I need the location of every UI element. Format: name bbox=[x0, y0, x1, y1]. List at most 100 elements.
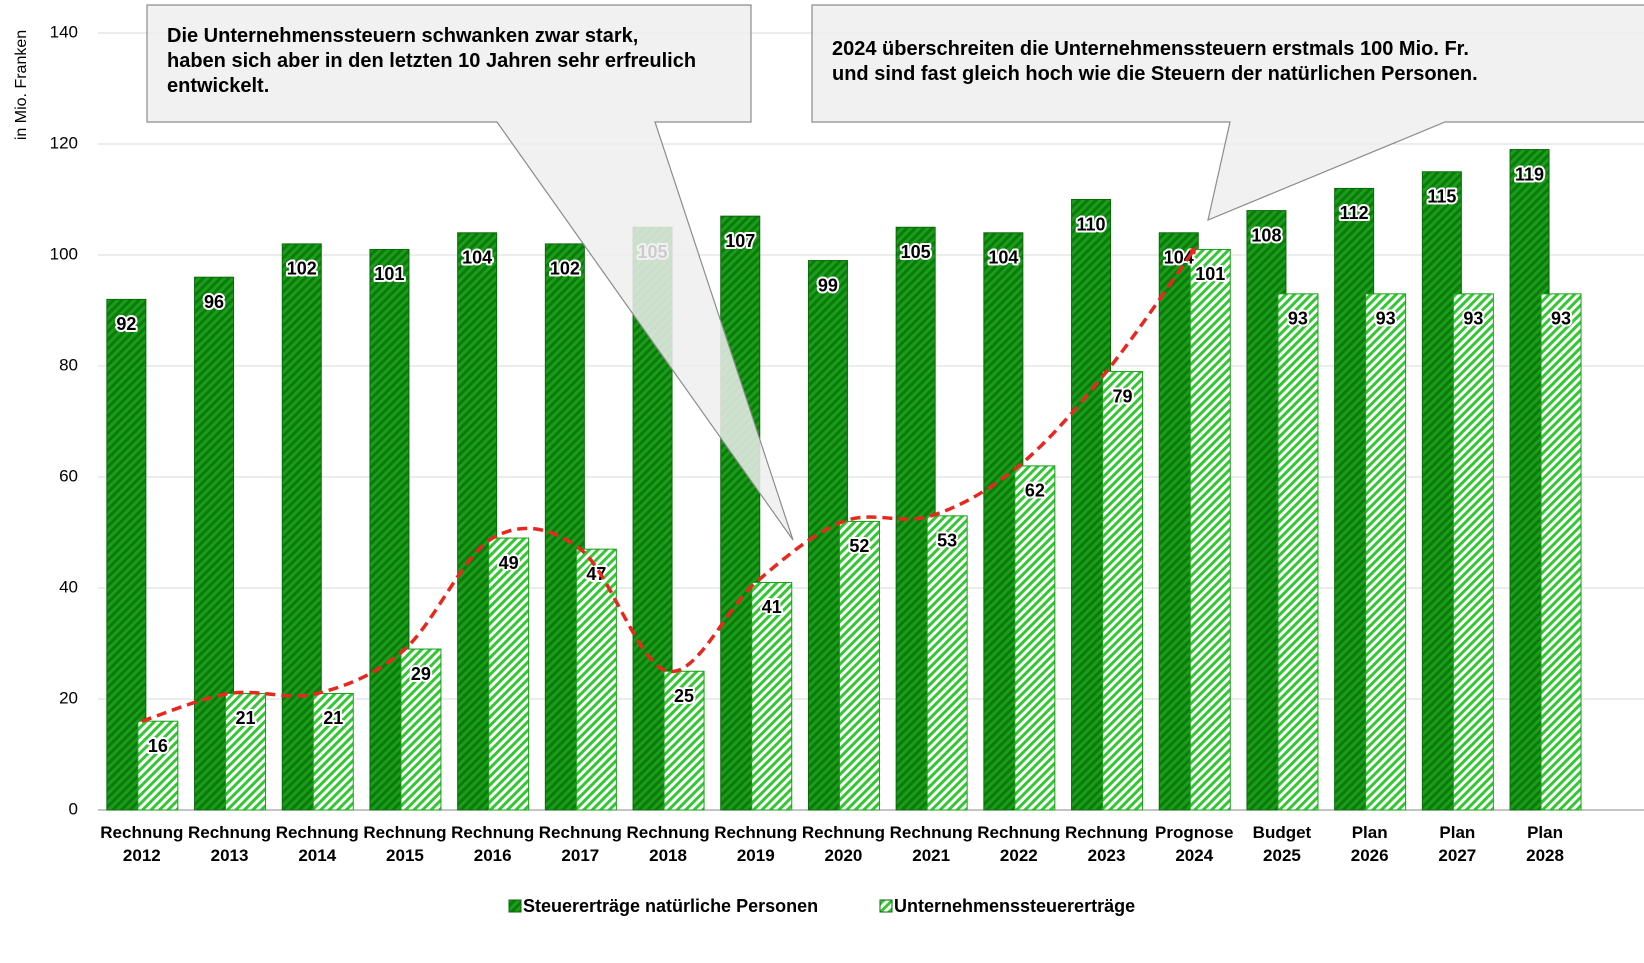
annotation-line: Die Unternehmenssteuern schwanken zwar s… bbox=[167, 25, 638, 47]
x-tick-line: 2013 bbox=[211, 846, 249, 865]
data-label: 102 bbox=[550, 259, 580, 279]
data-label: 107 bbox=[725, 231, 755, 251]
x-tick-label: Rechnung 2015 bbox=[363, 823, 446, 865]
y-tick-label: 140 bbox=[50, 22, 78, 41]
x-tick-line: 2023 bbox=[1088, 846, 1126, 865]
data-label: 96 bbox=[204, 292, 224, 312]
data-label: 104 bbox=[988, 248, 1018, 268]
x-tick-line: Plan bbox=[1352, 823, 1388, 842]
x-tick-label: Plan 2027 bbox=[1438, 823, 1476, 865]
x-tick-line: 2018 bbox=[649, 846, 687, 865]
bar bbox=[926, 515, 968, 811]
y-tick-label: 120 bbox=[50, 133, 78, 152]
data-label: 21 bbox=[323, 708, 343, 728]
data-label: 52 bbox=[849, 536, 869, 556]
data-label: 53 bbox=[937, 531, 957, 551]
data-label: 79 bbox=[1113, 386, 1133, 406]
x-tick-label: Rechnung 2016 bbox=[451, 823, 534, 865]
legend-label: Steuererträge natürliche Personen bbox=[523, 896, 818, 916]
x-tick-line: Rechnung bbox=[890, 823, 973, 842]
annotation: Die Unternehmenssteuern schwanken zwar s… bbox=[167, 25, 696, 97]
x-tick-label: Budget 2025 bbox=[1253, 823, 1312, 865]
x-tick-label: Plan 2028 bbox=[1526, 823, 1564, 865]
bar bbox=[663, 670, 705, 811]
callout-box bbox=[146, 4, 794, 541]
data-label: 93 bbox=[1376, 309, 1396, 329]
x-tick-line: Rechnung bbox=[714, 823, 797, 842]
legend-swatch bbox=[508, 899, 522, 913]
data-label: 25 bbox=[674, 686, 694, 706]
x-tick-line: Rechnung bbox=[451, 823, 534, 842]
x-tick-line: 2027 bbox=[1438, 846, 1476, 865]
bar bbox=[1365, 293, 1407, 811]
x-tick-line: Rechnung bbox=[802, 823, 885, 842]
callout-box bbox=[811, 4, 1644, 221]
data-label: 112 bbox=[1340, 203, 1369, 223]
y-tick-label: 0 bbox=[69, 799, 78, 818]
bar bbox=[225, 692, 267, 811]
x-tick-line: Rechnung bbox=[276, 823, 359, 842]
x-tick-label: Plan 2026 bbox=[1351, 823, 1389, 865]
x-tick-line: Rechnung bbox=[977, 823, 1060, 842]
data-label: 99 bbox=[818, 275, 838, 295]
bar bbox=[1189, 248, 1231, 811]
x-tick-line: 2017 bbox=[561, 846, 599, 865]
x-tick-line: 2019 bbox=[737, 846, 775, 865]
y-tick-label: 20 bbox=[59, 688, 78, 707]
data-label: 102 bbox=[287, 259, 317, 279]
data-label: 93 bbox=[1551, 309, 1571, 329]
y-axis-label: in Mio. Franken bbox=[13, 30, 30, 140]
data-label: 41 bbox=[762, 597, 782, 617]
x-tick-label: Rechnung 2012 bbox=[100, 823, 183, 865]
data-label: 101 bbox=[1195, 264, 1225, 284]
bar bbox=[1014, 465, 1056, 811]
x-tick-label: Rechnung 2023 bbox=[1065, 823, 1148, 865]
data-label: 16 bbox=[148, 736, 168, 756]
x-tick-label: Rechnung 2020 bbox=[802, 823, 885, 865]
y-tick-label: 60 bbox=[59, 466, 78, 485]
bar bbox=[312, 692, 354, 811]
x-tick-line: Rechnung bbox=[626, 823, 709, 842]
x-tick-line: 2025 bbox=[1263, 846, 1301, 865]
x-tick-line: Plan bbox=[1527, 823, 1563, 842]
x-tick-line: 2021 bbox=[912, 846, 950, 865]
legend-swatch bbox=[879, 899, 893, 913]
bar bbox=[488, 537, 530, 811]
data-label: 104 bbox=[462, 248, 492, 268]
y-tick-label: 40 bbox=[59, 577, 78, 596]
x-tick-label: Rechnung 2019 bbox=[714, 823, 797, 865]
x-tick-label: Rechnung 2013 bbox=[188, 823, 271, 865]
x-tick-line: Plan bbox=[1439, 823, 1475, 842]
x-tick-label: Rechnung 2022 bbox=[977, 823, 1060, 865]
y-tick-label: 80 bbox=[59, 355, 78, 374]
x-tick-line: Rechnung bbox=[363, 823, 446, 842]
data-label: 115 bbox=[1427, 187, 1456, 207]
data-label: 101 bbox=[374, 264, 404, 284]
data-label: 21 bbox=[236, 708, 256, 728]
x-tick-line: Rechnung bbox=[539, 823, 622, 842]
bar bbox=[1452, 293, 1494, 811]
x-tick-label: Rechnung 2014 bbox=[276, 823, 359, 865]
annotation: 2024 überschreiten die Unternehmenssteue… bbox=[832, 38, 1478, 85]
y-tick-label: 100 bbox=[50, 244, 78, 263]
x-tick-line: Rechnung bbox=[1065, 823, 1148, 842]
x-tick-line: 2022 bbox=[1000, 846, 1038, 865]
annotation-line: und sind fast gleich hoch wie die Steuer… bbox=[832, 63, 1478, 85]
data-label: 93 bbox=[1463, 309, 1483, 329]
bar bbox=[838, 520, 880, 811]
x-tick-label: Rechnung 2021 bbox=[890, 823, 973, 865]
x-tick-line: 2012 bbox=[123, 846, 161, 865]
bar bbox=[400, 648, 442, 811]
bar bbox=[137, 720, 179, 811]
data-label: 62 bbox=[1025, 481, 1045, 501]
annotation-line: 2024 überschreiten die Unternehmenssteue… bbox=[832, 38, 1469, 60]
annotation-line: entwickelt. bbox=[167, 75, 269, 97]
data-label: 108 bbox=[1251, 225, 1281, 245]
x-tick-line: Rechnung bbox=[100, 823, 183, 842]
data-label: 119 bbox=[1515, 164, 1544, 184]
bar bbox=[751, 581, 793, 811]
x-tick-line: Budget bbox=[1253, 823, 1312, 842]
x-tick-line: 2014 bbox=[298, 846, 336, 865]
legend-label: Unternehmenssteuererträge bbox=[894, 896, 1135, 916]
